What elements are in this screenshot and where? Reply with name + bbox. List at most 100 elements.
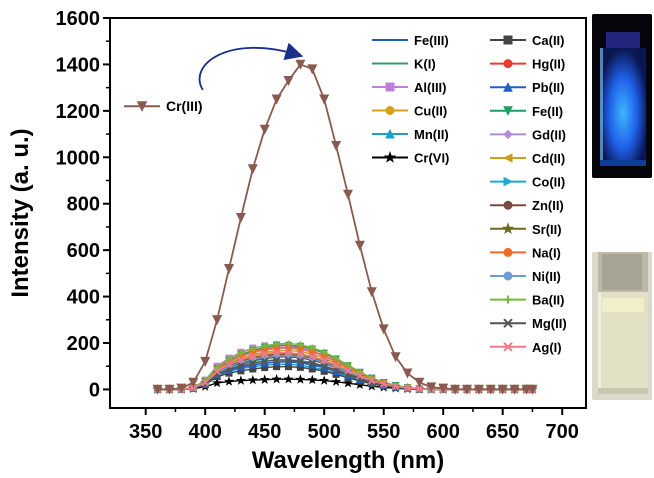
data-point-mgii (260, 357, 269, 366)
x-axis-title: Wavelength (nm) (252, 447, 444, 474)
y-tick-label: 1400 (56, 54, 101, 76)
legend-label: Zn(II) (532, 198, 564, 213)
data-point-crvi (295, 374, 306, 384)
legend-marker (504, 295, 512, 304)
legend-item-cdii: Cd(II) (490, 151, 565, 166)
vial-under-uv-photo (592, 14, 652, 178)
data-point-agi (249, 352, 257, 361)
legend-label: Ni(II) (532, 269, 561, 284)
data-point-agi (260, 350, 269, 358)
data-point-mgii (272, 356, 281, 364)
x-tick-label: 500 (308, 421, 341, 443)
data-point-baii (297, 341, 304, 348)
data-point-criii (509, 384, 520, 395)
data-point-agi (284, 349, 293, 357)
data-point-criii (283, 75, 294, 86)
data-point-criii (378, 324, 389, 335)
data-point-crvi (319, 375, 330, 385)
y-tick-label: 400 (67, 287, 100, 309)
legend-marker (503, 318, 513, 328)
data-point-criii (426, 382, 437, 393)
legend-label: Cd(II) (532, 151, 565, 166)
legend-item-caii: Ca(II) (490, 33, 565, 48)
data-point-agi (379, 380, 388, 388)
data-point-crvi (235, 375, 246, 385)
legend-label: Pb(II) (532, 80, 565, 95)
legend-marker (385, 128, 395, 139)
legend-label: Co(II) (532, 175, 565, 190)
data-point-baii (356, 368, 363, 375)
data-point-mgii (249, 359, 257, 367)
data-point-agi (332, 361, 340, 369)
cr-iii-label-text: Cr(III) (166, 98, 203, 114)
x-tick-label: 650 (486, 421, 519, 443)
data-point-crvi (212, 377, 223, 388)
data-point-baii (285, 340, 292, 347)
legend-label: Cr(VI) (414, 151, 449, 166)
data-point-criii (223, 264, 235, 275)
data-point-baii (249, 345, 256, 352)
legend-item-baii: Ba(II) (490, 293, 565, 308)
data-point-criii (438, 383, 449, 394)
legend-item-ki: K(I) (372, 57, 436, 72)
legend-marker (503, 129, 513, 140)
legend-item-hgii: Hg(II) (490, 57, 565, 72)
data-point-agi (272, 349, 281, 357)
vial-under-daylight-photo (592, 252, 652, 400)
data-point-criii (235, 212, 246, 223)
data-point-baii (309, 344, 316, 351)
x-tick-label: 550 (367, 421, 400, 443)
data-point-agi (296, 350, 305, 358)
data-point-criii (402, 368, 413, 379)
data-point-criii (200, 356, 211, 367)
legend-item-coii: Co(II) (490, 175, 565, 190)
legend-label: Gd(II) (532, 127, 566, 142)
data-point-crvi (283, 373, 294, 384)
data-point-criii (450, 384, 461, 395)
legend-item-cuii: Cu(II) (372, 104, 447, 119)
legend-marker (503, 106, 513, 116)
data-point-criii (485, 384, 496, 395)
legend-item-crvi: Cr(VI) (372, 151, 449, 166)
y-tick-label: 800 (67, 194, 100, 216)
legend-item-feiii: Fe(III) (372, 33, 449, 48)
data-point-criii (319, 94, 330, 105)
data-point-agi (225, 360, 233, 369)
data-point-criii (521, 384, 532, 395)
legend-label: Mg(II) (532, 316, 567, 331)
legend-label: Fe(II) (532, 104, 563, 119)
plot-frame (109, 17, 587, 409)
data-point-agi (213, 367, 221, 376)
data-point-mgii (284, 356, 293, 364)
y-tick-label: 200 (67, 333, 100, 355)
legend-item-aliii: Al(III) (372, 80, 447, 95)
data-point-agi (308, 352, 317, 361)
legend-marker (503, 82, 513, 92)
legend-label: Al(III) (414, 80, 447, 95)
series-layer (152, 59, 538, 395)
data-point-criii (212, 315, 223, 326)
data-point-agi (344, 366, 352, 375)
legend-item-znii: Zn(II) (490, 198, 564, 213)
data-point-baii (237, 349, 244, 356)
data-point-baii (261, 342, 268, 349)
data-point-criii (473, 384, 484, 395)
data-point-crvi (342, 377, 354, 388)
legend-item-pbii: Pb(II) (490, 80, 565, 95)
legend-label: Cu(II) (414, 104, 447, 119)
data-point-mgii (320, 362, 328, 370)
data-point-criii (259, 124, 270, 135)
data-point-mgii (308, 359, 317, 367)
legend-label: Sr(II) (532, 222, 562, 237)
legend-marker (501, 222, 515, 235)
data-point-baii (333, 355, 340, 362)
data-point-mgii (296, 357, 305, 365)
y-tick-label: 600 (67, 240, 100, 262)
data-point-criii (331, 140, 342, 151)
data-point-agi (391, 382, 400, 391)
data-point-agi (403, 384, 412, 392)
data-point-crvi (223, 376, 235, 386)
data-point-baii (345, 362, 351, 369)
data-point-baii (214, 364, 221, 371)
data-point-criii (390, 352, 401, 363)
